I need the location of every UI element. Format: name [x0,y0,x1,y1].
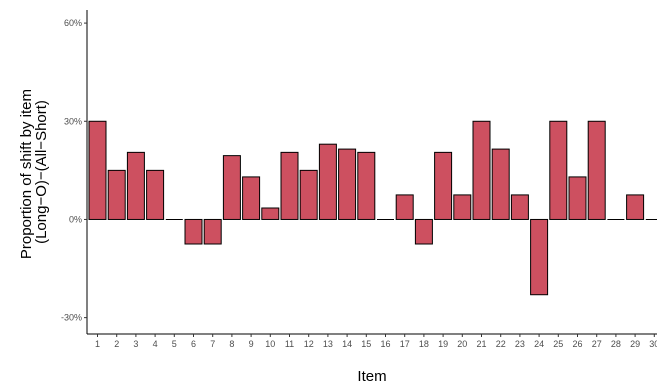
x-tick-label: 2 [114,339,119,349]
bar-item-11 [280,151,299,220]
bar-item-12 [299,169,318,220]
x-tick-label: 11 [285,339,294,349]
x-tick-label: 10 [265,339,275,349]
y-axis-title: Proportion of shift by item (Long−O)−(Al… [18,85,50,259]
x-tick-label: 18 [419,339,429,349]
bar-item-8 [222,155,241,220]
bar-item-10 [261,207,280,220]
bar-item-17 [395,194,414,220]
x-tick-label: 6 [191,339,196,349]
x-tick-label: 22 [496,339,506,349]
x-tick-label: 12 [304,339,314,349]
bar-item-6 [184,218,203,245]
y-tick-label: 60% [64,18,82,28]
bar-item-14 [338,148,357,220]
bar-item-27 [587,120,606,220]
x-tick-label: 26 [572,339,582,349]
bar-item-7 [203,218,222,245]
y-axis-title-line-1: Proportion of shift by item [18,89,35,259]
y-axis-title-line-2: (Long−O)−(All−Short) [33,100,50,244]
bar-item-18 [414,218,433,245]
x-tick-label: 14 [342,339,352,349]
x-tick-label: 29 [630,339,640,349]
bar-item-24 [530,218,549,296]
bar-item-29 [626,194,645,220]
x-tick-label: 1 [95,339,100,349]
x-tick-label: 19 [438,339,448,349]
x-tick-label: 23 [515,339,525,349]
x-tick-label: 21 [476,339,486,349]
bar-item-19 [434,151,453,220]
x-tick-label: 25 [553,339,563,349]
x-tick-label: 4 [153,339,158,349]
bar-item-15 [357,151,376,220]
bar-item-25 [549,120,568,220]
bar-item-1 [88,120,107,220]
x-ticks-group: 1 2 3 4 5 6 7 8 9 10 11 12 13 14 15 16 17 18 19 20 21 22 23 24 2… [95,334,657,349]
bar-item-23 [510,194,529,220]
bar-item-2 [107,169,126,220]
bars-group [88,120,657,296]
y-tick-label: 30% [64,116,82,126]
x-axis-title: Item [357,368,386,385]
x-tick-label: 7 [210,339,215,349]
x-tick-label: 8 [229,339,234,349]
y-ticks-group: -30% 0% 30% 60% [61,18,87,323]
x-tick-label: 9 [249,339,254,349]
x-tick-label: 16 [380,339,390,349]
x-tick-label: 30 [649,339,657,349]
bar-item-3 [126,151,145,220]
x-tick-label: 13 [323,339,333,349]
bar-item-22 [491,148,510,220]
bar-item-4 [146,169,165,220]
bar-item-26 [568,176,587,220]
bar-item-21 [472,120,491,220]
x-tick-label: 27 [592,339,602,349]
x-tick-label: 28 [611,339,621,349]
bar-item-20 [453,194,472,220]
x-tick-label: 3 [133,339,138,349]
plot-area: -30%0%30%60% 1 2 3 4 5 6 7 8 9 10 11 12 13 14 15 16 17 18… [61,10,657,349]
x-tick-label: 15 [361,339,371,349]
y-tick-label: 0% [69,214,82,224]
x-tick-label: 20 [457,339,467,349]
x-tick-label: 5 [172,339,177,349]
bar-item-13 [318,143,337,220]
x-tick-label: 24 [534,339,544,349]
y-tick-label: -30% [61,313,82,323]
x-tick-label: 17 [400,339,410,349]
bar-item-9 [242,176,261,220]
